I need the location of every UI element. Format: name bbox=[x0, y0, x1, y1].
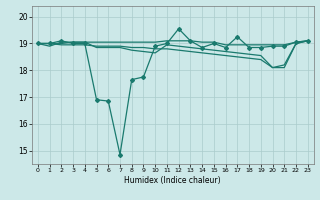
X-axis label: Humidex (Indice chaleur): Humidex (Indice chaleur) bbox=[124, 176, 221, 185]
